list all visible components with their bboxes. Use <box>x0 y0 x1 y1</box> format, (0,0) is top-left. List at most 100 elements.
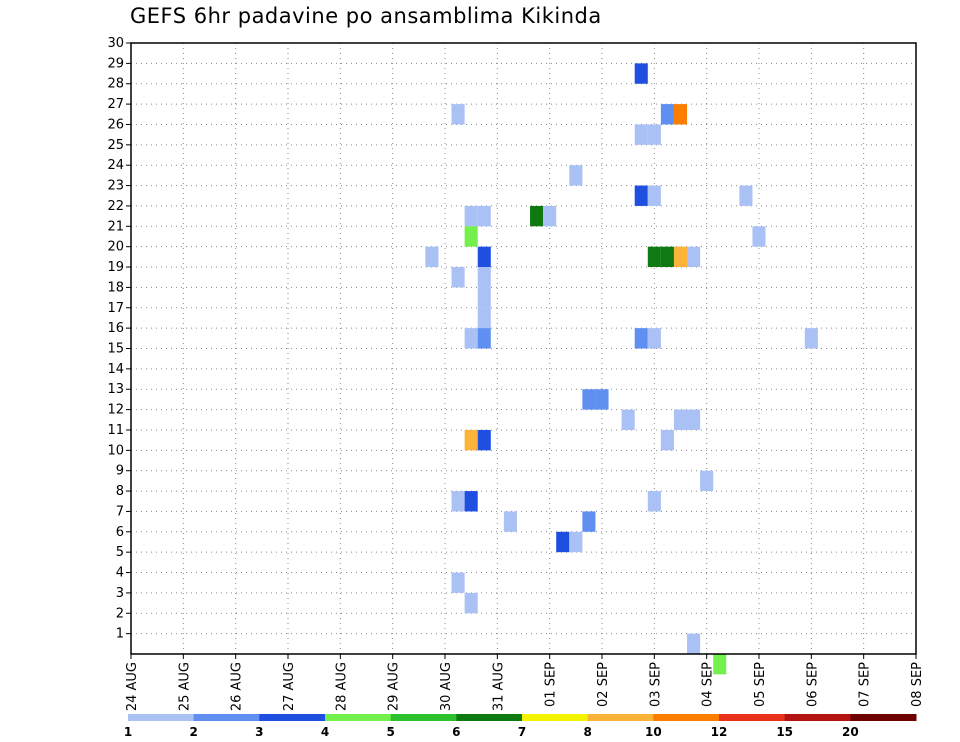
precip-cell <box>569 531 583 553</box>
colorbar-label: 5 <box>386 725 394 739</box>
plot-frame <box>130 42 917 655</box>
x-tick-label: 06 SEP <box>805 662 820 707</box>
y-tick-label: 10 <box>107 443 124 458</box>
colorbar-swatch <box>719 714 786 721</box>
precip-cell <box>687 246 701 268</box>
precip-cell <box>634 328 648 349</box>
precip-cell <box>647 328 661 349</box>
x-tick-label: 01 SEP <box>544 662 559 707</box>
colorbar-label: 6 <box>452 725 460 739</box>
y-tick-label: 5 <box>116 545 124 560</box>
colorbar-label: 10 <box>645 725 662 739</box>
y-tick-label: 4 <box>116 566 124 581</box>
precip-cell <box>673 409 688 430</box>
y-tick-label: 30 <box>107 36 124 51</box>
precip-cell <box>804 328 818 349</box>
x-tick-label: 07 SEP <box>858 662 873 707</box>
y-tick-label: 1 <box>116 627 124 642</box>
precip-cell <box>477 287 491 308</box>
precip-cell <box>464 226 478 247</box>
precip-cell <box>673 104 688 125</box>
colorbar-swatch <box>850 714 917 721</box>
x-tick-label: 24 AUG <box>125 662 140 711</box>
precip-cell <box>687 633 701 654</box>
precip-cell <box>464 205 478 227</box>
colorbar-label: 8 <box>583 725 591 739</box>
x-tick-label: 26 AUG <box>230 662 245 711</box>
x-tick-label: 27 AUG <box>282 662 297 711</box>
x-tick-label: 31 AUG <box>491 662 506 711</box>
y-tick-label: 28 <box>107 77 124 92</box>
y-tick-label: 27 <box>107 97 124 112</box>
x-tick-label: 02 SEP <box>596 662 611 707</box>
y-tick-label: 12 <box>107 403 124 418</box>
x-tick-label: 30 AUG <box>439 662 454 711</box>
precip-cell <box>503 511 517 532</box>
precip-cell <box>477 267 491 288</box>
precip-cell <box>464 429 478 451</box>
x-tick-label: 05 SEP <box>753 662 768 707</box>
y-tick-label: 8 <box>116 484 124 499</box>
colorbar-swatch <box>456 714 523 721</box>
colorbar-swatch <box>784 714 851 721</box>
precip-cell <box>634 185 648 206</box>
y-tick-label: 2 <box>116 606 124 621</box>
colorbar-swatch <box>653 714 720 721</box>
y-axis: 1234567891011121314151617181920212223242… <box>107 36 131 642</box>
x-tick-label: 25 AUG <box>177 662 192 711</box>
data-cells <box>425 63 818 675</box>
y-tick-label: 7 <box>116 504 124 519</box>
precip-cell <box>451 491 465 512</box>
precip-cell <box>464 328 478 349</box>
y-tick-label: 13 <box>107 382 124 397</box>
precip-cell <box>464 491 478 512</box>
precip-cell <box>647 491 661 512</box>
chart-title: GEFS 6hr padavine po ansamblima Kikinda <box>130 4 602 28</box>
precip-cell <box>582 511 596 532</box>
x-axis: 24 AUG 25 AUG 26 AUG 27 AUG 28 AUG 29 AUG 30 A… <box>125 654 925 711</box>
precip-cell <box>477 246 491 268</box>
precip-cell <box>595 389 609 410</box>
y-tick-label: 15 <box>107 342 124 357</box>
x-tick-label: 03 SEP <box>648 662 663 707</box>
y-tick-label: 26 <box>107 117 124 132</box>
precip-cell <box>752 226 766 247</box>
colorbar-label: 4 <box>321 725 329 739</box>
colorbar-swatch <box>587 714 654 721</box>
precip-cell <box>569 165 583 186</box>
precip-cell <box>621 409 635 430</box>
precip-cell <box>713 654 727 675</box>
colorbar-label: 12 <box>711 725 728 739</box>
colorbar-label: 3 <box>255 725 263 739</box>
y-tick-label: 16 <box>107 321 124 336</box>
precip-cell <box>687 409 701 430</box>
y-tick-label: 11 <box>107 423 124 438</box>
colorbar-label: 2 <box>189 725 197 739</box>
precip-cell <box>530 205 544 227</box>
precip-cell <box>477 307 491 329</box>
precip-cell <box>451 572 465 593</box>
precip-cell <box>647 185 661 206</box>
y-tick-label: 22 <box>107 199 124 214</box>
colorbar-swatch <box>128 714 195 721</box>
colorbar-label: 7 <box>518 725 526 739</box>
precip-cell <box>543 205 557 227</box>
y-tick-label: 21 <box>107 219 124 234</box>
colorbar-swatch <box>325 714 392 721</box>
precip-cell <box>634 124 648 145</box>
precip-cell <box>739 185 753 206</box>
colorbar-swatch <box>522 714 589 721</box>
y-tick-label: 20 <box>107 240 124 255</box>
precip-cell <box>634 63 648 84</box>
precip-cell <box>700 470 714 492</box>
colorbar-label: 1 <box>124 725 132 739</box>
grid-lines <box>131 43 916 654</box>
precip-cell <box>660 429 674 451</box>
y-tick-label: 3 <box>116 586 124 601</box>
x-tick-label: 08 SEP <box>910 662 925 707</box>
precip-cell <box>464 592 478 614</box>
x-tick-label: 28 AUG <box>334 662 349 711</box>
colorbar-swatch <box>259 714 326 721</box>
y-tick-label: 6 <box>116 525 124 540</box>
